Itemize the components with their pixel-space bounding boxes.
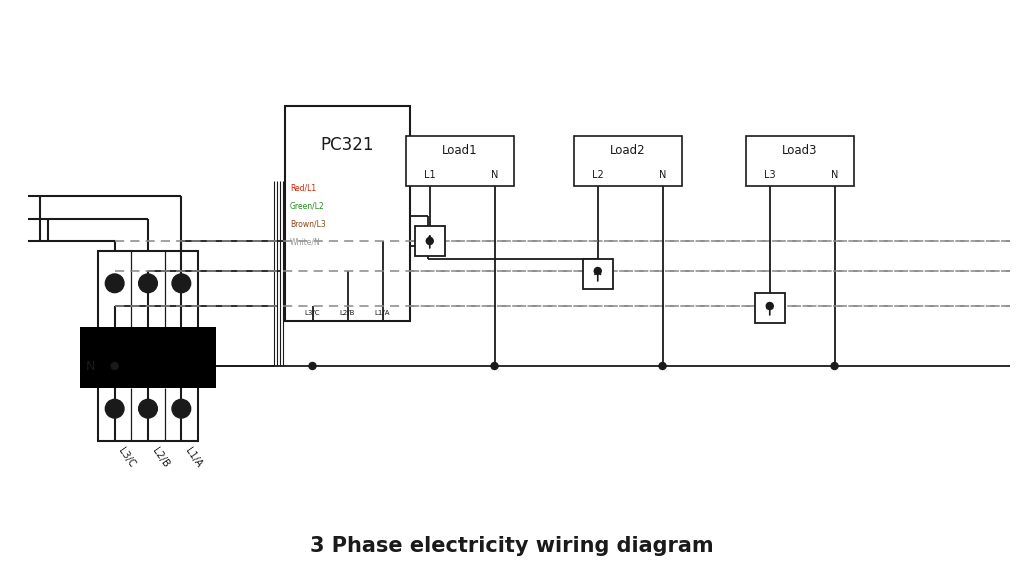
Text: Load1: Load1: [442, 143, 478, 157]
Bar: [415, 226, 444, 256]
Text: L2/B: L2/B: [150, 446, 171, 469]
Bar: [98, 251, 198, 441]
Text: White/N: White/N: [290, 237, 321, 246]
Text: Load2: Load2: [610, 143, 646, 157]
Circle shape: [138, 274, 158, 293]
Text: PC321: PC321: [321, 136, 374, 154]
Circle shape: [594, 267, 601, 275]
Circle shape: [105, 399, 124, 418]
Circle shape: [659, 362, 666, 369]
Text: Load3: Load3: [782, 143, 818, 157]
Bar: [583, 259, 612, 289]
Bar: [285, 106, 410, 321]
Text: L3/C: L3/C: [305, 310, 321, 316]
Text: Brown/L3: Brown/L3: [290, 219, 326, 228]
Circle shape: [766, 302, 773, 309]
Text: L2/B: L2/B: [340, 310, 355, 316]
Bar: [755, 293, 784, 323]
Circle shape: [138, 399, 158, 418]
Text: L3: L3: [764, 170, 775, 180]
Circle shape: [426, 237, 433, 244]
Text: L1: L1: [424, 170, 435, 180]
Bar: [80, 327, 216, 388]
Circle shape: [172, 274, 190, 293]
Text: L3/C: L3/C: [117, 446, 137, 469]
Text: N: N: [490, 170, 499, 180]
Circle shape: [105, 274, 124, 293]
Bar: [406, 136, 514, 186]
Text: L2: L2: [592, 170, 603, 180]
Text: N: N: [830, 170, 839, 180]
Circle shape: [492, 362, 498, 369]
Circle shape: [172, 399, 190, 418]
Circle shape: [112, 362, 118, 369]
Text: N: N: [86, 359, 95, 373]
Circle shape: [309, 362, 316, 369]
Bar: [98, 327, 198, 388]
Bar: [574, 136, 682, 186]
Circle shape: [831, 362, 838, 369]
Bar: [746, 136, 854, 186]
Text: 3 Phase electricity wiring diagram: 3 Phase electricity wiring diagram: [310, 536, 714, 556]
Text: L1/A: L1/A: [375, 310, 390, 316]
Text: L1/A: L1/A: [183, 446, 204, 469]
Text: N: N: [658, 170, 667, 180]
Text: Red/L1: Red/L1: [290, 183, 316, 192]
Text: Green/L2: Green/L2: [290, 201, 325, 210]
